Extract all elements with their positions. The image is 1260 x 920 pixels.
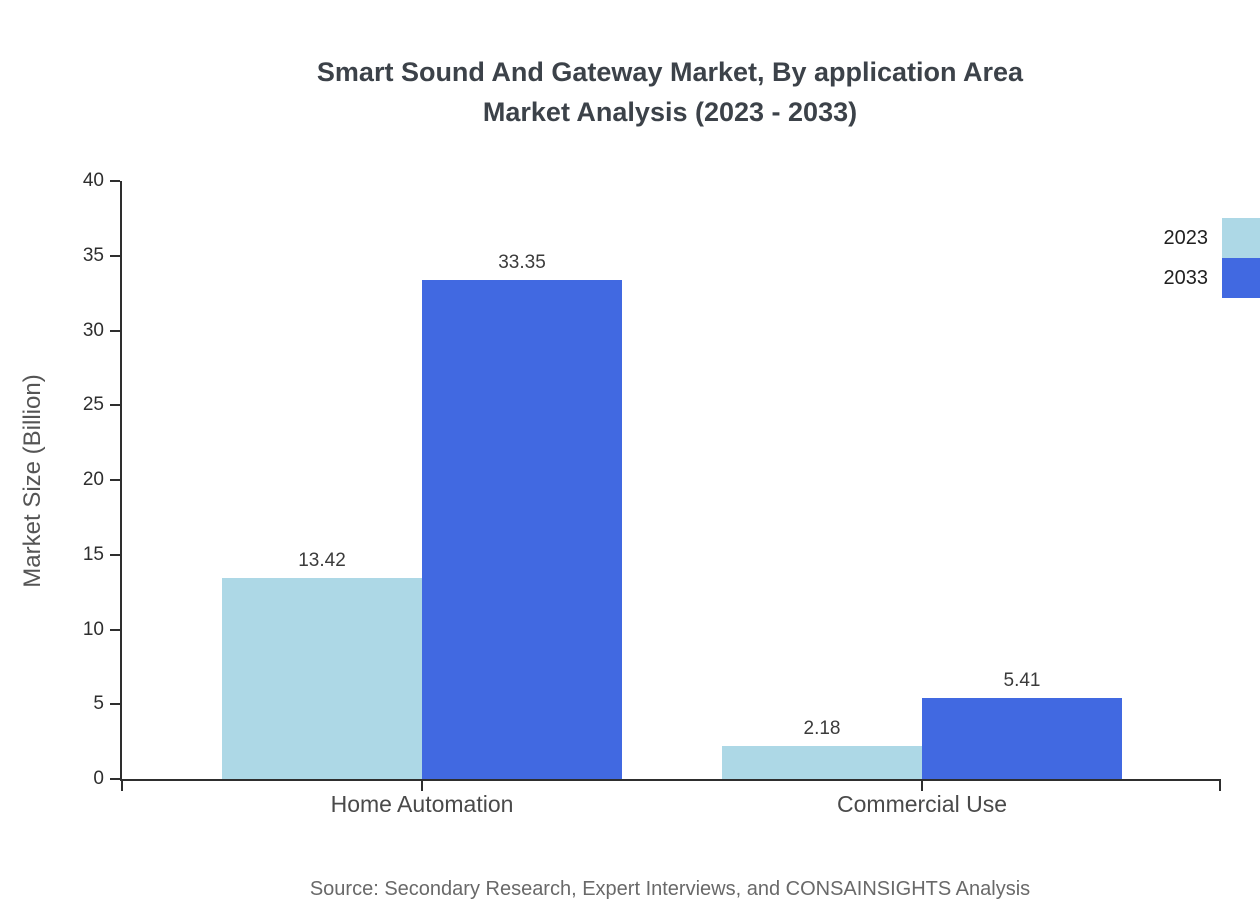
y-axis-tick-label: 35	[82, 244, 104, 266]
y-axis-tick-label: 15	[82, 543, 104, 565]
y-axis-tick	[110, 329, 120, 332]
y-axis-tick	[110, 404, 120, 407]
bar-2023-home-automation	[222, 578, 422, 779]
y-axis-tick-label: 10	[82, 618, 104, 640]
y-axis-tick	[110, 628, 120, 631]
chart-title-line2: Market Analysis (2023 - 2033)	[482, 97, 858, 127]
y-axis-tick	[110, 180, 120, 182]
y-axis-tick-label: 40	[82, 170, 104, 191]
y-axis-tick	[110, 778, 120, 780]
y-axis-tick-label: 30	[82, 319, 104, 341]
value-label-2033-home-automation: 33.35	[498, 252, 546, 274]
legend: 2023 2033	[1164, 218, 1260, 298]
y-axis-tick	[110, 553, 120, 556]
y-axis-title: Market Size (Billion)	[19, 374, 46, 588]
x-axis-tick	[421, 779, 423, 791]
legend-swatch-2033	[1222, 258, 1260, 298]
legend-label-2033: 2033	[1163, 266, 1209, 289]
legend-label-2023: 2023	[1163, 226, 1209, 249]
plot-area: 0 5 10 15 20 25 30 35 40 Home Automation 13.42 33.3…	[83, 170, 1221, 817]
chart-title-line1: Smart Sound And Gateway Market, By appli…	[316, 57, 1024, 87]
x-axis-tick	[1219, 779, 1221, 791]
legend-item-2033: 2033	[1164, 258, 1260, 298]
source-note: Source: Secondary Research, Expert Inter…	[309, 878, 1031, 900]
value-label-2023-commercial-use: 2.18	[803, 718, 841, 740]
legend-item-2023: 2023	[1164, 218, 1260, 258]
x-axis-tick	[921, 779, 923, 791]
y-axis-tick-label: 25	[82, 394, 104, 416]
y-axis-tick-label: 5	[93, 693, 104, 715]
x-axis-category-label-commercial-use: Commercial Use	[837, 791, 1007, 817]
value-label-2023-home-automation: 13.42	[298, 550, 346, 572]
x-axis-tick	[121, 779, 123, 791]
y-axis-tick	[110, 479, 120, 481]
y-axis-tick-label: 0	[93, 768, 104, 789]
bar-2023-commercial-use	[722, 746, 922, 779]
legend-swatch-2023	[1222, 218, 1260, 258]
chart-title: Smart Sound And Gateway Market, By appli…	[80, 52, 1260, 132]
bar-2033-home-automation	[422, 280, 622, 779]
bar-2033-commercial-use	[922, 698, 1122, 779]
x-axis-category-label-home-automation: Home Automation	[330, 791, 514, 817]
value-label-2033-commercial-use: 5.41	[1003, 670, 1041, 692]
y-axis-tick	[110, 254, 120, 257]
y-axis-tick	[110, 703, 120, 706]
y-axis-tick-label: 20	[82, 469, 104, 490]
